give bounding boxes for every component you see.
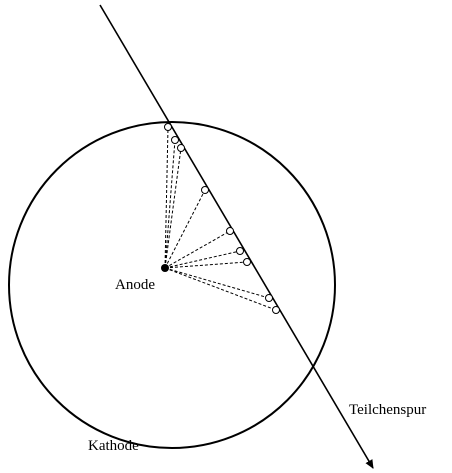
track-label: Teilchenspur xyxy=(349,402,426,418)
anode-wire xyxy=(161,264,169,272)
cathode-circle xyxy=(8,121,336,449)
drift-lines xyxy=(164,126,277,311)
cathode-label: Kathode xyxy=(88,438,139,454)
particle-track xyxy=(99,4,374,469)
anode-label: Anode xyxy=(115,277,155,293)
ionization-points xyxy=(164,123,280,314)
